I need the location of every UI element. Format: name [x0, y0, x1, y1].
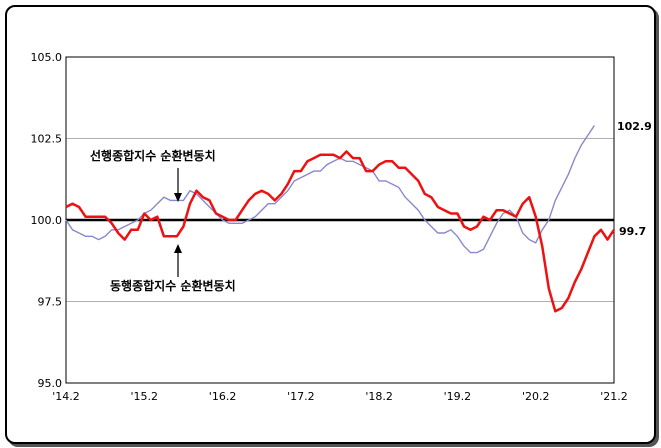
- series-line-leading: [65, 125, 595, 254]
- x-tick-label: '19.2: [444, 390, 472, 403]
- y-tick-label: 102.5: [31, 133, 63, 146]
- y-tick-label: 105.0: [31, 51, 63, 64]
- x-tick-label: '21.2: [600, 390, 628, 403]
- y-axis-ticks: 105.0 102.5 100.0 97.5 95.0: [31, 51, 63, 390]
- x-tick-label: '15.2: [131, 390, 159, 403]
- annotation-leading: 선행종합지수 순환변동치: [90, 148, 216, 163]
- series-line-coincident: [65, 150, 616, 313]
- x-tick-label: '14.2: [52, 390, 80, 403]
- y-tick-label: 97.5: [38, 296, 63, 309]
- x-tick-label: '20.2: [522, 390, 550, 403]
- annotation-coincident: 동행종합지수 순환변동치: [110, 278, 236, 293]
- x-tick-label: '16.2: [209, 390, 237, 403]
- x-axis-ticks: '14.2 '15.2 '16.2 '17.2 '18.2 '19.2 '20.2 '21.2: [52, 390, 628, 403]
- annotation-arrowhead-leading: [174, 193, 182, 202]
- y-tick-label: 95.0: [38, 377, 63, 390]
- y-tick-label: 100.0: [31, 214, 63, 227]
- end-label-leading: 102.9: [617, 120, 652, 133]
- end-label-coincident: 99.7: [619, 225, 646, 238]
- x-tick-label: '17.2: [287, 390, 315, 403]
- x-tick-label: '18.2: [365, 390, 393, 403]
- annotation-arrowhead-coincident: [174, 244, 182, 253]
